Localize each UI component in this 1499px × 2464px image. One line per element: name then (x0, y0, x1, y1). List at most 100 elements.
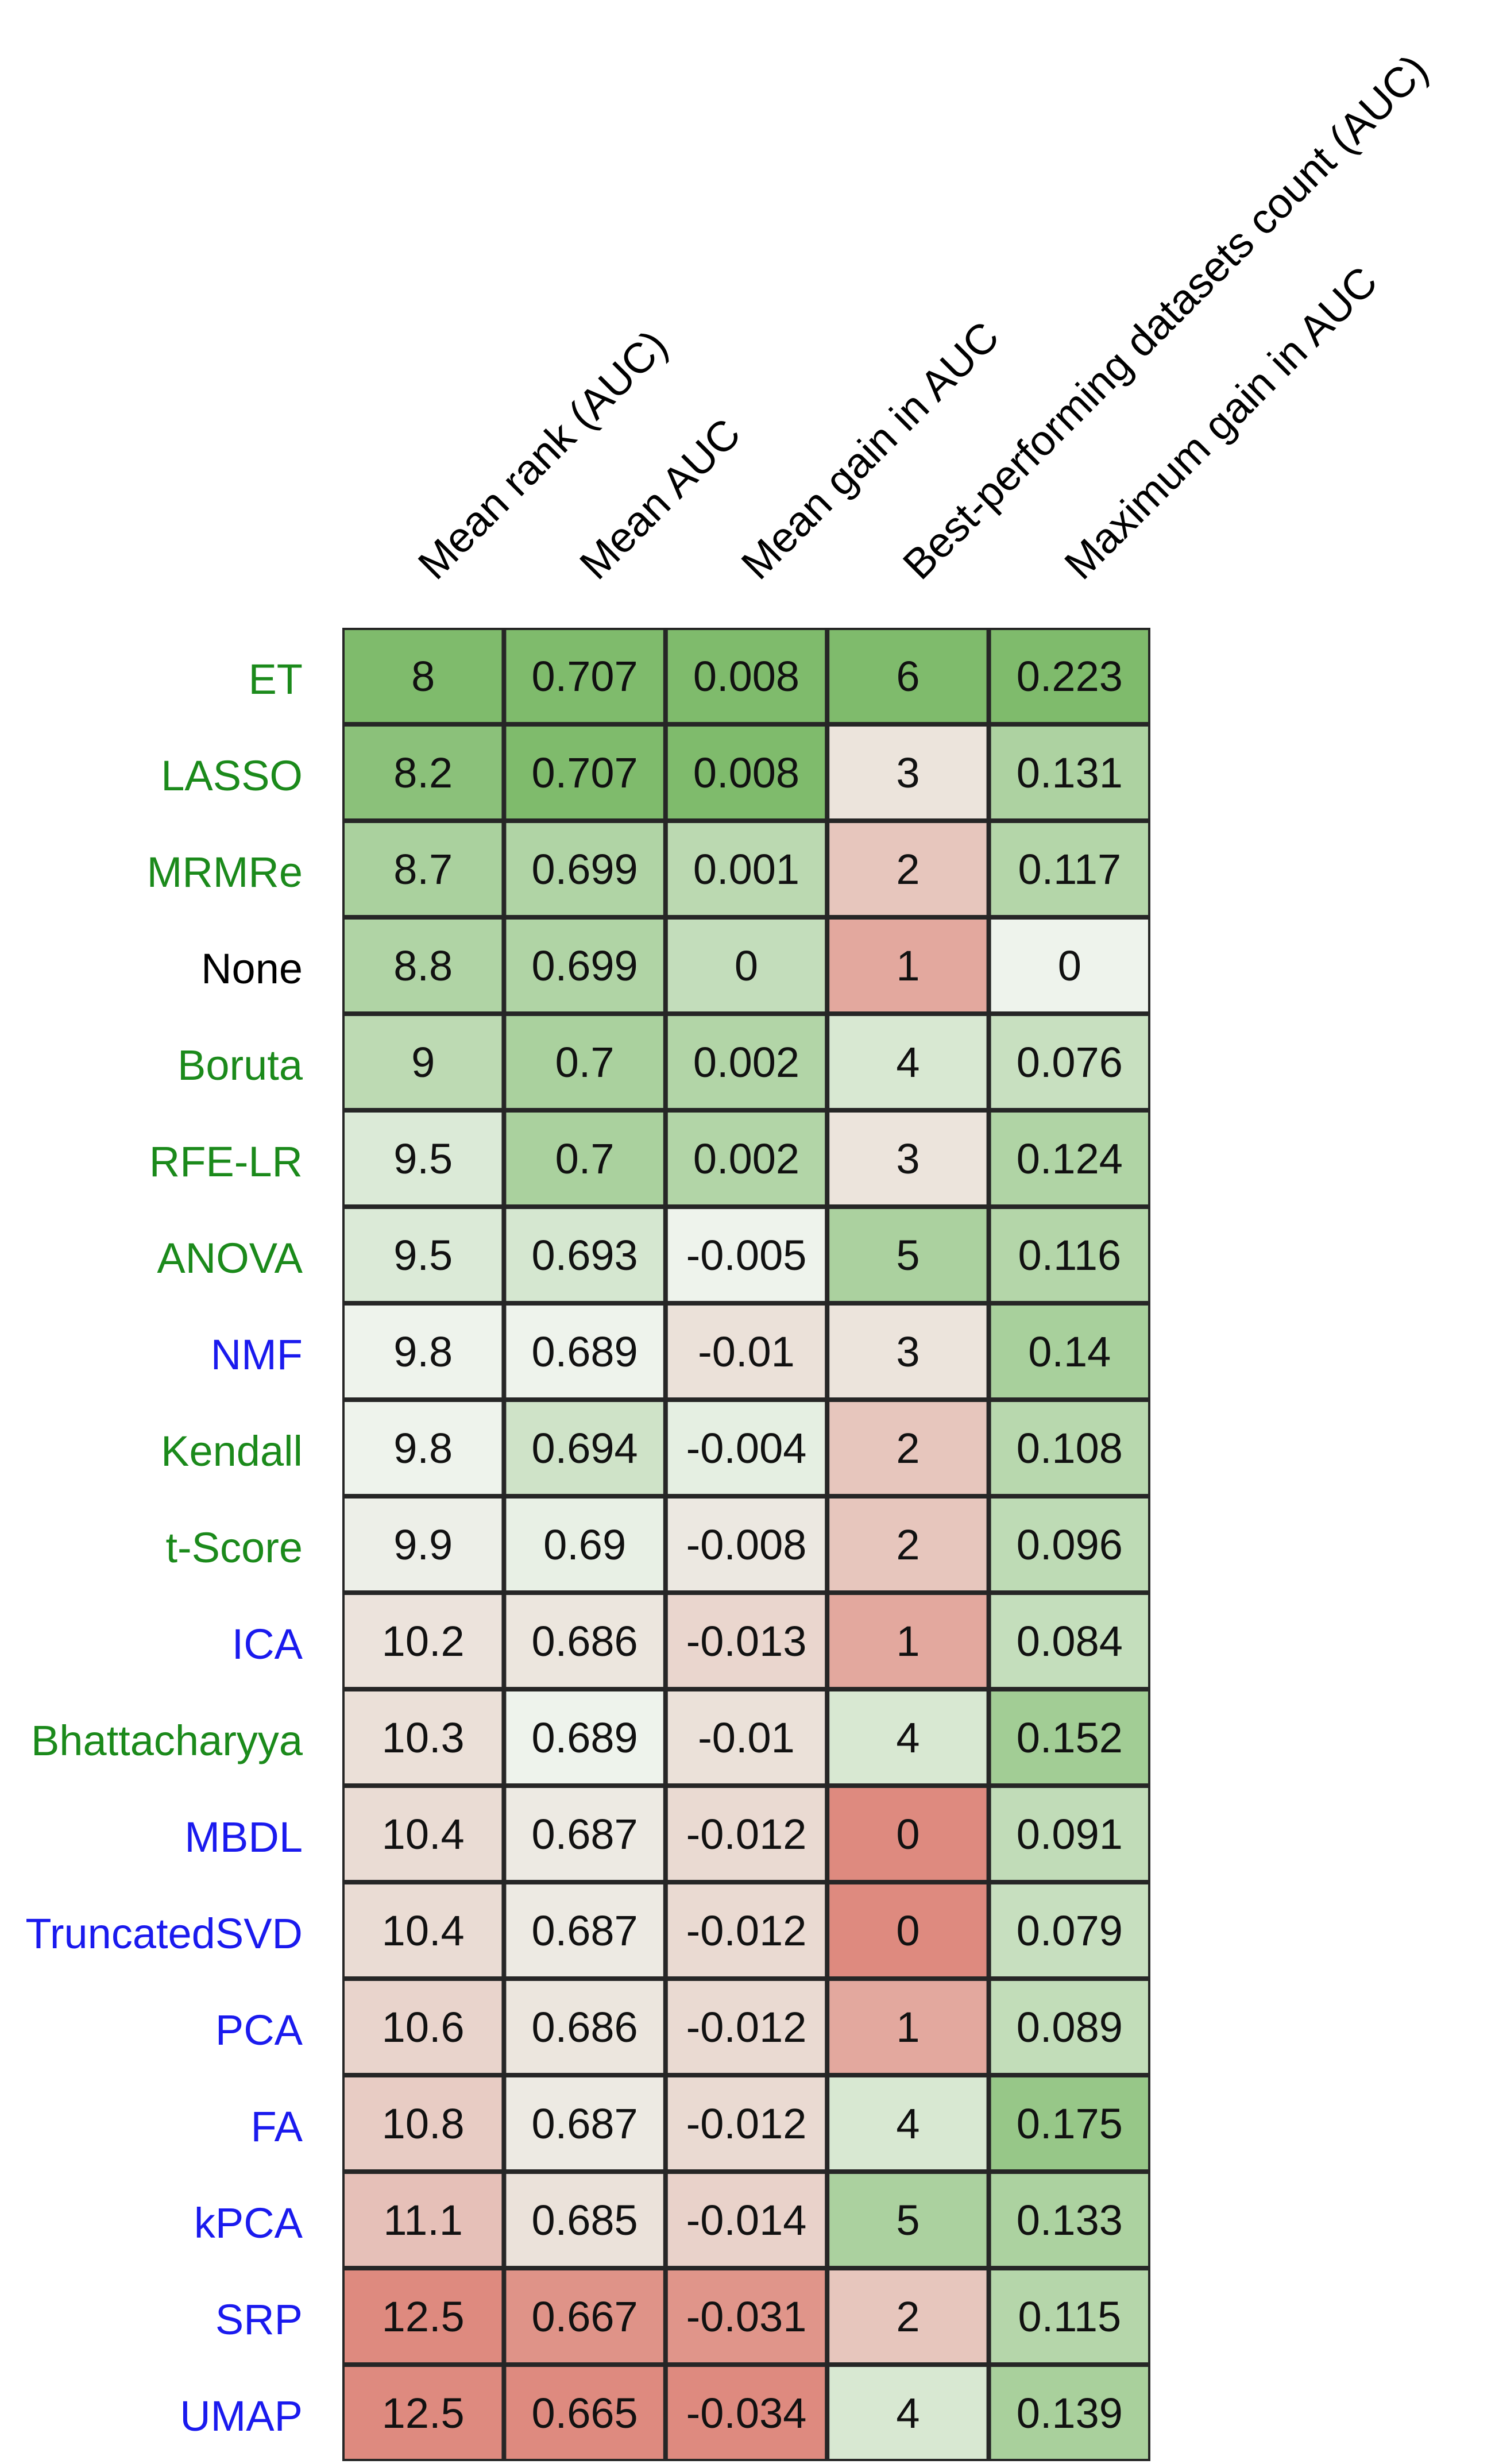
heatmap-cell (345, 1209, 502, 1301)
heatmap-cell (506, 2174, 663, 2266)
heatmap-cell (667, 2270, 825, 2362)
cell-value-label: 2 (896, 2293, 920, 2341)
cell-value-label: 0.076 (1017, 1038, 1123, 1086)
row-label: LASSO (161, 752, 303, 800)
heatmap-cell (506, 1209, 663, 1301)
heatmap-cell (829, 823, 987, 915)
heatmap-cell (991, 920, 1148, 1011)
cell-value-label: 0.115 (1018, 2293, 1121, 2341)
heatmap-cell (345, 1884, 502, 1976)
heatmap-cell (829, 1884, 987, 1976)
heatmap-cell (506, 1016, 663, 1108)
cell-value-label: 8 (411, 652, 435, 700)
heatmap-cell (829, 1402, 987, 1494)
heatmap-cell (991, 1595, 1148, 1687)
heatmap-cell (345, 1499, 502, 1590)
heatmap-cell (991, 2270, 1148, 2362)
heatmap-cell (991, 1402, 1148, 1494)
cell-value-label: 9.9 (393, 1521, 453, 1569)
cell-value-label: -0.005 (686, 1231, 807, 1279)
cell-value-label: 12.5 (382, 2293, 465, 2341)
cell-value-label: -0.031 (686, 2293, 807, 2341)
cell-value-label: -0.012 (686, 2003, 807, 2051)
cell-value-label: -0.012 (686, 2100, 807, 2148)
cell-value-label: 4 (896, 2389, 920, 2437)
heatmap-cell (667, 1981, 825, 2073)
cell-value-label: 8.8 (393, 942, 453, 990)
heatmap-cell (829, 1113, 987, 1204)
cell-value-label: 0.686 (532, 2003, 638, 2051)
cell-value-label: 3 (896, 1328, 920, 1376)
cell-value-label: 10.8 (382, 2100, 465, 2148)
heatmap-cell (829, 1788, 987, 1880)
cell-value-label: 0.139 (1017, 2389, 1123, 2437)
heatmap-cell (991, 727, 1148, 818)
cell-value-label: 0.694 (532, 1424, 638, 1472)
row-label: FA (251, 2103, 303, 2150)
heatmap-cell (345, 823, 502, 915)
cell-value-label: 0.002 (693, 1038, 799, 1086)
cell-value-label: 0.686 (532, 1617, 638, 1665)
cell-value-label: 4 (896, 1038, 920, 1086)
cell-value-label: 1 (896, 2003, 920, 2051)
heatmap-cell (829, 2367, 987, 2459)
heatmap-cell (345, 1595, 502, 1687)
cell-value-label: 0.108 (1017, 1424, 1123, 1472)
cell-value-label: -0.01 (698, 1714, 795, 1762)
row-label: MRMRe (147, 848, 303, 896)
cell-value-label: 4 (896, 1714, 920, 1762)
cell-value-label: 0 (896, 1907, 920, 1955)
row-label: t-Score (165, 1524, 303, 1571)
cell-value-label: 0.124 (1017, 1135, 1123, 1183)
row-label: Kendall (161, 1427, 303, 1475)
cell-value-label: 0.133 (1017, 2196, 1123, 2244)
cell-value-label: 10.2 (382, 1617, 465, 1665)
heatmap-cell (991, 2367, 1148, 2459)
heatmap-cell (829, 1981, 987, 2073)
cell-value-label: -0.014 (686, 2196, 807, 2244)
cell-value-label: 0.685 (532, 2196, 638, 2244)
cell-value-label: 9.8 (393, 1424, 453, 1472)
heatmap-cell (345, 2174, 502, 2266)
heatmap-cell (506, 1691, 663, 1783)
cell-value-label: 0.699 (532, 845, 638, 893)
heatmap-cell (345, 2367, 502, 2459)
cell-value-label: 0.14 (1028, 1328, 1111, 1376)
heatmap-cell (667, 1209, 825, 1301)
cell-value-label: 3 (896, 1135, 920, 1183)
heatmap-cell (667, 1016, 825, 1108)
heatmap-cell (506, 823, 663, 915)
heatmap-cell (667, 2077, 825, 2169)
heatmap-cell (345, 1981, 502, 2073)
cell-value-label: 0.667 (532, 2293, 638, 2341)
heatmap-cell (991, 823, 1148, 915)
cell-value-label: 0 (735, 942, 758, 990)
heatmap-cell (667, 1306, 825, 1397)
cell-value-label: 0.223 (1017, 652, 1123, 700)
cell-value-label: 2 (896, 1521, 920, 1569)
heatmap-cell (829, 2077, 987, 2169)
heatmap-cell (506, 920, 663, 1011)
cell-value-label: -0.012 (686, 1810, 807, 1858)
cell-value-label: 0.687 (532, 1907, 638, 1955)
heatmap-cell (991, 1113, 1148, 1204)
heatmap-cell (667, 727, 825, 818)
cell-value-label: -0.013 (686, 1617, 807, 1665)
cell-value-label: 0.001 (693, 845, 799, 893)
heatmap-cell (991, 1884, 1148, 1976)
cell-value-label: 0.002 (693, 1135, 799, 1183)
row-label: SRP (215, 2296, 303, 2343)
heatmap-cell (345, 1691, 502, 1783)
heatmap-cell (506, 2077, 663, 2169)
cell-value-label: 0.687 (532, 2100, 638, 2148)
cell-value-label: 0.131 (1017, 749, 1123, 797)
heatmap-cell (506, 1788, 663, 1880)
heatmap-cell (667, 1595, 825, 1687)
cell-value-label: 0.008 (693, 652, 799, 700)
cell-value-label: 1 (896, 942, 920, 990)
cell-value-label: 5 (896, 2196, 920, 2244)
cell-value-label: -0.008 (686, 1521, 807, 1569)
heatmap-cell (506, 2270, 663, 2362)
heatmap-cell (506, 1595, 663, 1687)
